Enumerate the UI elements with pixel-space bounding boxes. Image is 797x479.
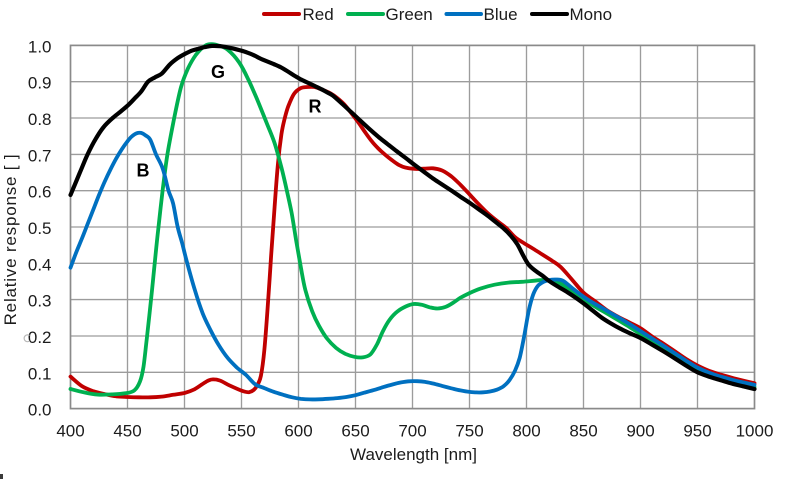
svg-text:0.5: 0.5 — [28, 219, 52, 238]
svg-text:0.4: 0.4 — [28, 255, 52, 274]
svg-text:700: 700 — [398, 422, 426, 441]
svg-text:0.8: 0.8 — [28, 110, 52, 129]
svg-text:950: 950 — [683, 422, 711, 441]
svg-text:Blue: Blue — [484, 5, 518, 24]
svg-text:G: G — [211, 62, 225, 82]
svg-text:0.9: 0.9 — [28, 74, 52, 93]
svg-text:550: 550 — [227, 422, 255, 441]
svg-text:600: 600 — [284, 422, 312, 441]
svg-text:R: R — [309, 97, 322, 117]
svg-text:B: B — [137, 161, 150, 181]
svg-text:800: 800 — [512, 422, 540, 441]
svg-text:Red: Red — [303, 5, 334, 24]
svg-text:Relative response [ ]: Relative response [ ] — [1, 154, 20, 326]
svg-text:850: 850 — [569, 422, 597, 441]
svg-text:Green: Green — [386, 5, 433, 24]
svg-text:Wavelength [nm]: Wavelength [nm] — [350, 445, 477, 464]
svg-text:900: 900 — [626, 422, 654, 441]
svg-text:0.7: 0.7 — [28, 146, 52, 165]
svg-text:400: 400 — [56, 422, 84, 441]
svg-text:0.0: 0.0 — [28, 401, 52, 420]
svg-text:750: 750 — [455, 422, 483, 441]
svg-text:0.3: 0.3 — [28, 292, 52, 311]
svg-text:1000: 1000 — [736, 422, 774, 441]
svg-text:0.6: 0.6 — [28, 183, 52, 202]
svg-text:450: 450 — [113, 422, 141, 441]
svg-text:1.0: 1.0 — [28, 37, 52, 56]
svg-text:650: 650 — [341, 422, 369, 441]
svg-text:0.1: 0.1 — [28, 364, 52, 383]
svg-text:500: 500 — [170, 422, 198, 441]
svg-text:Mono: Mono — [570, 5, 613, 24]
svg-text:0.2: 0.2 — [28, 328, 52, 347]
